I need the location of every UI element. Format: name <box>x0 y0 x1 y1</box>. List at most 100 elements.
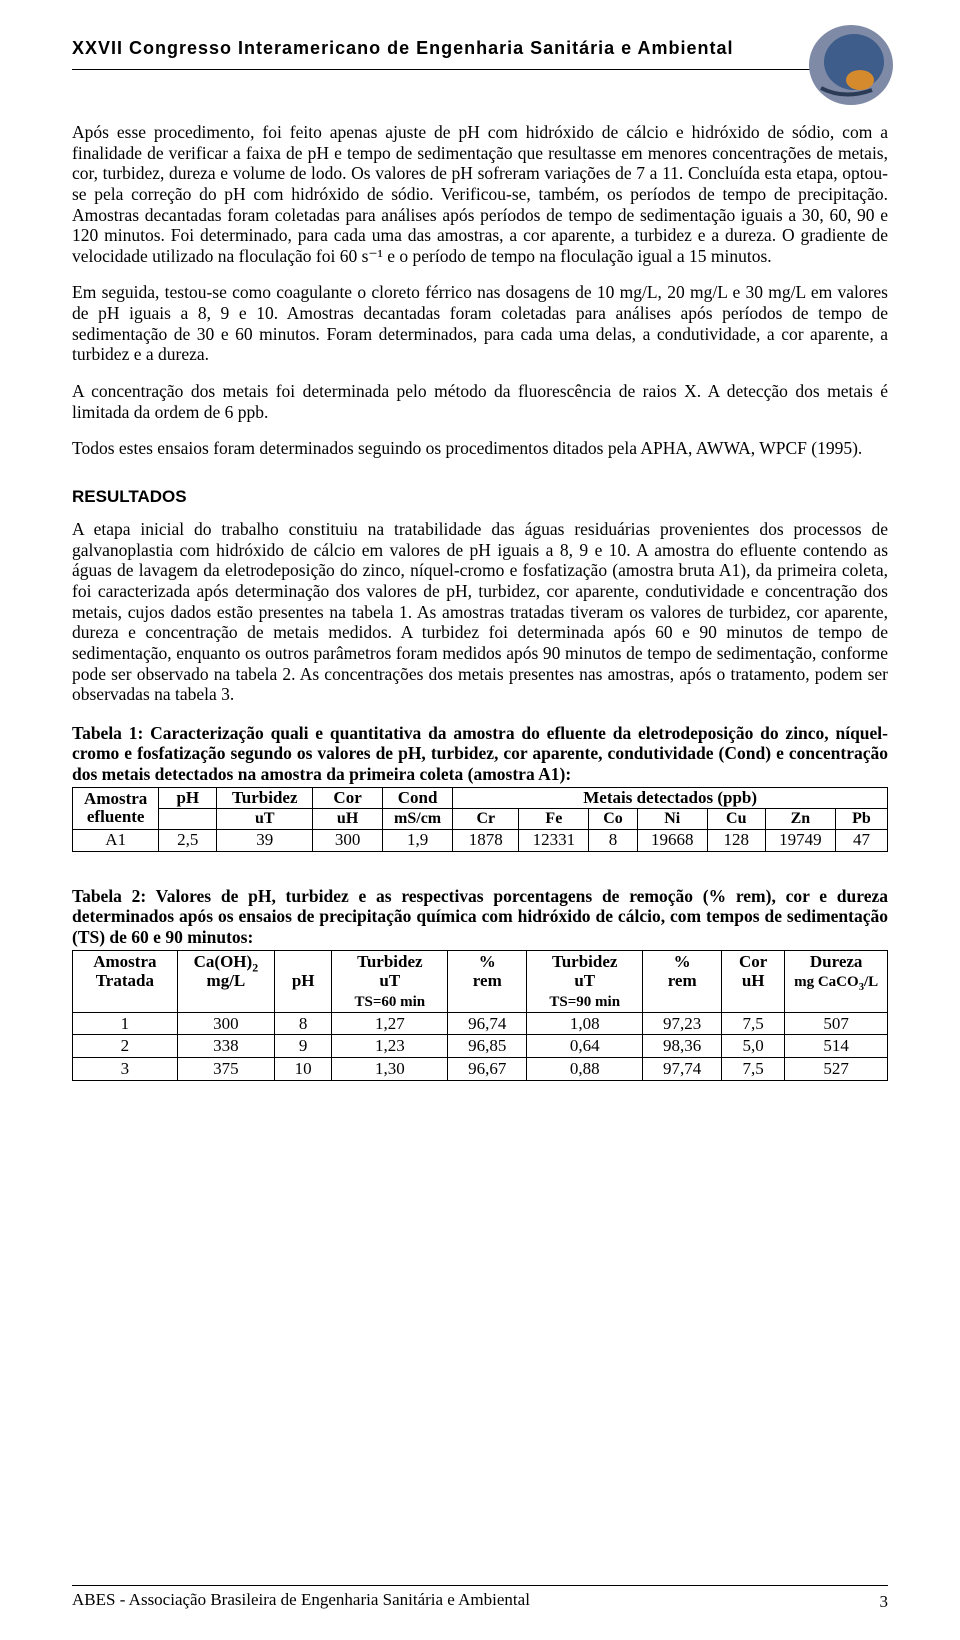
t1-cond: 1,9 <box>407 830 428 849</box>
table2-title: Tabela 2: Valores de pH, turbidez e as r… <box>72 886 888 948</box>
t2-r2-r90: 98,36 <box>643 1035 722 1058</box>
t2-r2-n: 2 <box>73 1035 178 1058</box>
t2-r1-n: 1 <box>73 1012 178 1035</box>
paragraph-2: Em seguida, testou-se como coagulante o … <box>72 282 888 365</box>
unit-cond: mS/cm <box>394 810 441 827</box>
t2h-turb1b: uT <box>379 971 400 990</box>
t2-r3-caoh: 375 <box>177 1058 274 1081</box>
metal-co: Co <box>603 810 623 827</box>
paragraph-4: Todos estes ensaios foram determinados s… <box>72 438 888 459</box>
t2-r2-ph: 9 <box>275 1035 332 1058</box>
t2-r1-t90: 1,08 <box>527 1012 643 1035</box>
t2h-rem2a: % <box>674 952 691 971</box>
t2-r1-caoh: 300 <box>177 1012 274 1035</box>
paragraph-resultados: A etapa inicial do trabalho constituiu n… <box>72 519 888 705</box>
t1-cor: 300 <box>335 830 361 849</box>
t2h-dur2b: /L <box>864 974 878 990</box>
paragraph-3: A concentração dos metais foi determinad… <box>72 381 888 422</box>
th-cor: Cor <box>333 788 361 807</box>
t2h-turb1c: TS=60 min <box>355 994 426 1010</box>
t2h-caoh2: mg/L <box>207 971 246 990</box>
t2h-rem1b: rem <box>473 971 502 990</box>
t2h-ph: pH <box>292 971 315 990</box>
t1-ni: 19668 <box>651 830 694 849</box>
t2-r3-n: 3 <box>73 1058 178 1081</box>
table1-header-row-2: uT uH mS/cm Cr Fe Co Ni Cu Zn Pb <box>73 809 888 830</box>
t2h-caoh-sub: 2 <box>252 960 258 974</box>
metal-cr: Cr <box>476 810 495 827</box>
t1-co: 8 <box>609 830 618 849</box>
table1-data-row: A1 2,5 39 300 1,9 1878 12331 8 19668 128… <box>73 829 888 851</box>
table2-header-row: Amostra Tratada Ca(OH)2 mg/L pH Turbidez… <box>73 950 888 1012</box>
table1-title: Tabela 1: Caracterização quali e quantit… <box>72 723 888 785</box>
t2h-amostra1: Amostra <box>93 952 156 971</box>
t2-r2-caoh: 338 <box>177 1035 274 1058</box>
th-amostra: Amostra efluente <box>84 789 147 827</box>
metal-pb: Pb <box>852 810 871 827</box>
metal-cu: Cu <box>726 810 746 827</box>
t2-r2-r60: 96,85 <box>448 1035 527 1058</box>
t2-r2-cor: 5,0 <box>722 1035 785 1058</box>
t1-turbidez: 39 <box>256 830 273 849</box>
conference-title: XXVII Congresso Interamericano de Engenh… <box>72 26 888 59</box>
page-footer: ABES - Associação Brasileira de Engenhar… <box>72 1585 888 1612</box>
t1-ph: 2,5 <box>177 830 198 849</box>
t2-r3-ph: 10 <box>275 1058 332 1081</box>
body-text: Após esse procedimento, foi feito apenas… <box>72 122 888 1081</box>
table1-header-row-1: Amostra efluente pH Turbidez Cor Cond Me… <box>73 787 888 809</box>
paragraph-1: Após esse procedimento, foi feito apenas… <box>72 122 888 266</box>
t2-r1-ph: 8 <box>275 1012 332 1035</box>
t1-cr: 1878 <box>469 830 503 849</box>
table2-row-3: 3 375 10 1,30 96,67 0,88 97,74 7,5 527 <box>73 1058 888 1081</box>
th-cond: Cond <box>398 788 438 807</box>
t2-r3-r90: 97,74 <box>643 1058 722 1081</box>
unit-turbidez: uT <box>255 810 275 827</box>
t2h-amostra2: Tratada <box>96 971 154 990</box>
table2: Amostra Tratada Ca(OH)2 mg/L pH Turbidez… <box>72 950 888 1081</box>
t2-r3-r60: 96,67 <box>448 1058 527 1081</box>
t2-r1-r90: 97,23 <box>643 1012 722 1035</box>
t1-fe: 12331 <box>533 830 576 849</box>
unit-cor: uH <box>337 810 358 827</box>
t2-r3-cor: 7,5 <box>722 1058 785 1081</box>
t2h-cor1: Cor <box>739 952 767 971</box>
t2-r3-t60: 1,30 <box>332 1058 448 1081</box>
t2h-dur1: Dureza <box>810 952 863 971</box>
t2-r1-cor: 7,5 <box>722 1012 785 1035</box>
t2-r2-t90: 0,64 <box>527 1035 643 1058</box>
t2-r3-t90: 0,88 <box>527 1058 643 1081</box>
footer-left: ABES - Associação Brasileira de Engenhar… <box>72 1590 530 1612</box>
t2h-caoh1: Ca(OH) <box>194 952 253 971</box>
metal-ni: Ni <box>664 810 680 827</box>
header-rule <box>72 69 888 70</box>
t2-r1-t60: 1,27 <box>332 1012 448 1035</box>
t1-cu: 128 <box>724 830 750 849</box>
th-turbidez: Turbidez <box>232 788 298 807</box>
page-header: XXVII Congresso Interamericano de Engenh… <box>72 26 888 122</box>
conference-logo-icon <box>806 20 896 110</box>
t2-r1-r60: 96,74 <box>448 1012 527 1035</box>
t2h-turb2c: TS=90 min <box>549 994 620 1010</box>
t2h-rem1a: % <box>479 952 496 971</box>
t1-pb: 47 <box>853 830 870 849</box>
t2h-cor2: uH <box>742 971 765 990</box>
th-ph: pH <box>176 788 199 807</box>
metal-zn: Zn <box>791 810 811 827</box>
t2h-turb1a: Turbidez <box>357 952 423 971</box>
t2-r1-dur: 507 <box>785 1012 888 1035</box>
section-heading-resultados: RESULTADOS <box>72 487 888 507</box>
t2h-turb2b: uT <box>574 971 595 990</box>
t2-r2-dur: 514 <box>785 1035 888 1058</box>
t2h-rem2b: rem <box>668 971 697 990</box>
t2-r2-t60: 1,23 <box>332 1035 448 1058</box>
t1-amostra: A1 <box>105 830 126 849</box>
t1-zn: 19749 <box>779 830 822 849</box>
table1: Amostra efluente pH Turbidez Cor Cond Me… <box>72 787 888 852</box>
t2h-turb2a: Turbidez <box>552 952 618 971</box>
footer-page-number: 3 <box>880 1590 889 1612</box>
th-metais: Metais detectados (ppb) <box>583 788 757 807</box>
table2-row-1: 1 300 8 1,27 96,74 1,08 97,23 7,5 507 <box>73 1012 888 1035</box>
metal-fe: Fe <box>545 810 562 827</box>
table2-row-2: 2 338 9 1,23 96,85 0,64 98,36 5,0 514 <box>73 1035 888 1058</box>
t2h-dur2a: mg CaCO <box>794 974 859 990</box>
